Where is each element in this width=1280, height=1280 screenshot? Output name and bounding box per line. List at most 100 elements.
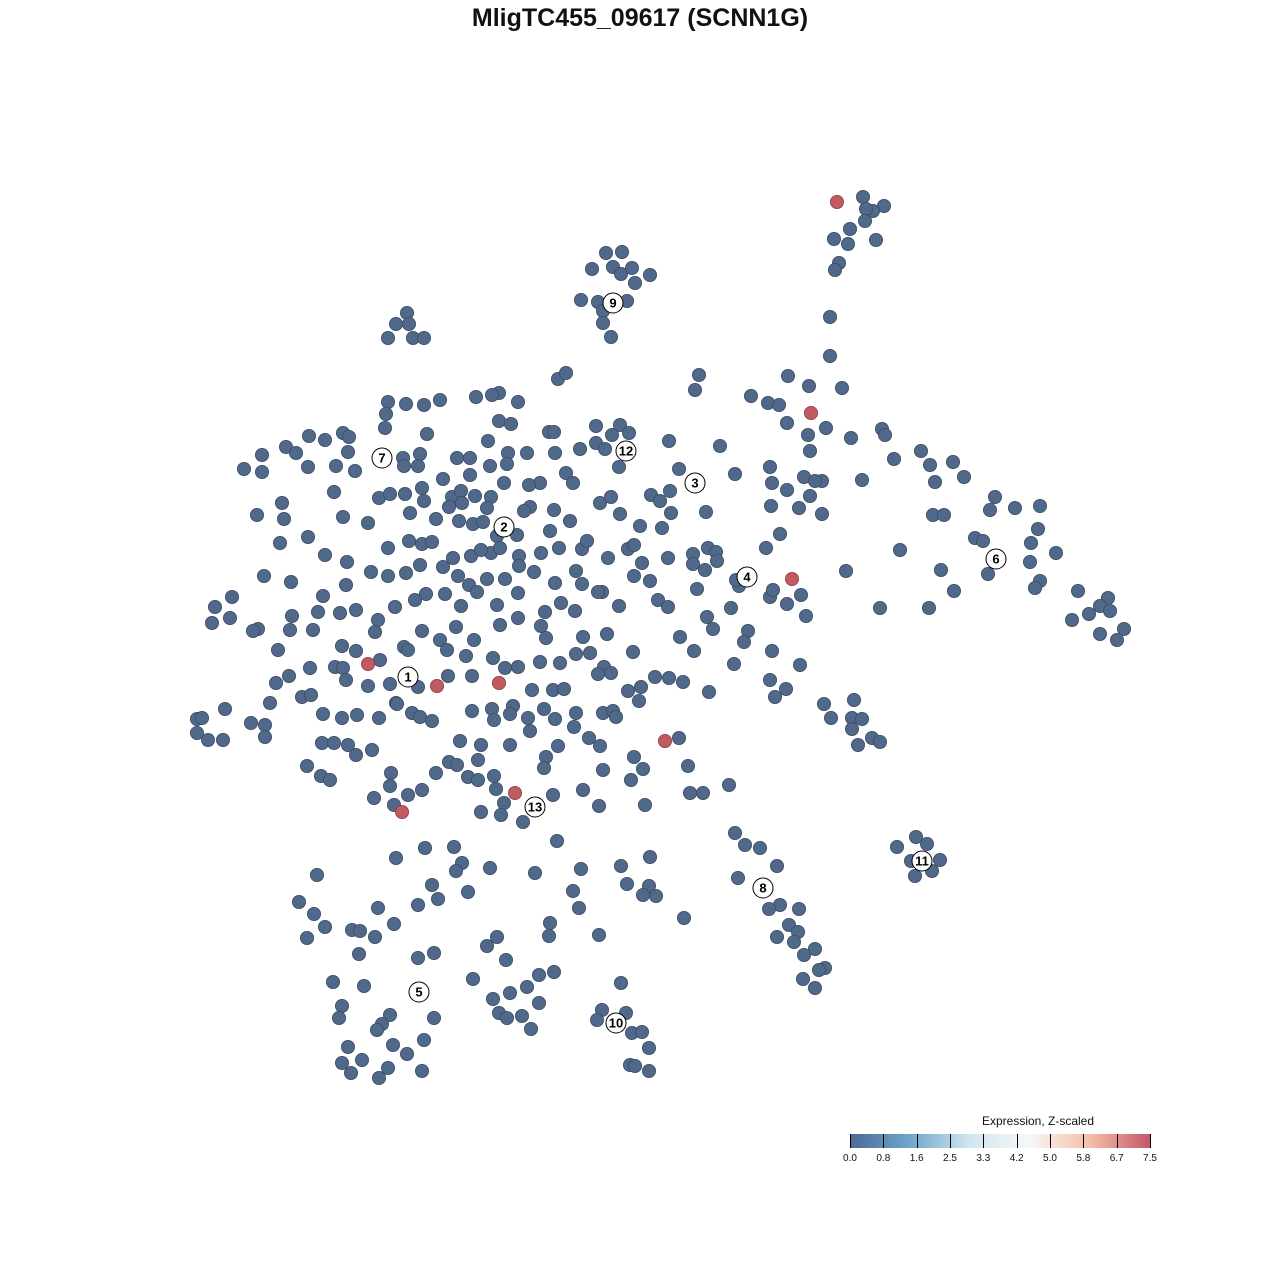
data-point-low [510,611,525,626]
data-point-low [347,463,362,478]
data-point-low [621,684,636,699]
data-point-low [335,661,350,676]
data-point-low [428,512,443,527]
data-point-low [302,661,317,676]
data-point-low [797,948,812,963]
data-point-low [604,666,619,681]
data-point-low [414,1064,429,1079]
data-point-low [488,782,503,797]
data-point-low [334,711,349,726]
data-point-low [338,673,353,688]
data-point-low [612,459,627,474]
data-point-low [473,738,488,753]
data-point-low [808,473,823,488]
cluster-label-badge [371,447,393,469]
cluster-label-badge [602,292,624,314]
data-point-low [482,458,497,473]
data-point-low [366,791,381,806]
data-point-low [262,696,277,711]
data-point-low [419,426,434,441]
data-point-low [485,992,500,1007]
data-point-low [728,466,743,481]
data-point-low [499,456,514,471]
data-point-low [328,458,343,473]
data-point-low [370,901,385,916]
data-point-low [722,778,737,793]
data-point-low [517,503,532,518]
data-point-low [1110,633,1125,648]
data-point-low [548,712,563,727]
data-point-low [628,1059,643,1074]
data-point-low [699,504,714,519]
data-point-low [591,667,606,682]
data-point-low [356,979,371,994]
data-point-low [377,420,392,435]
data-point-low [470,753,485,768]
data-point-low [548,445,563,460]
data-point-low [808,942,823,957]
data-point-low [380,394,395,409]
data-point-low [583,646,598,661]
data-point-low [662,433,677,448]
data-point-low [388,851,403,866]
data-point-low [306,907,321,922]
data-point-low [909,830,924,845]
cluster-label-badge [493,516,515,538]
data-point-low [300,530,315,545]
data-point-low [589,418,604,433]
data-point-low [728,826,743,841]
data-point-low [677,911,692,926]
data-point-low [576,630,591,645]
data-point-low [765,644,780,659]
data-point-low [614,976,629,991]
data-point-low [401,316,416,331]
data-point-low [515,1009,530,1024]
cluster-label-text: 11 [915,854,929,869]
data-point-low [844,430,859,445]
data-point-low [502,986,517,1001]
data-point-low [661,600,676,615]
cluster-label-badge [524,796,546,818]
data-point-low [827,231,842,246]
data-point-low [914,443,929,458]
data-point-low [503,416,518,431]
data-point-low [893,543,908,558]
data-point-low [724,601,739,616]
data-point-low [737,635,752,650]
data-point-low [464,704,479,719]
data-point-low [552,541,567,556]
data-point-low [1008,500,1023,515]
data-point-low [371,1071,386,1086]
data-point-low [568,604,583,619]
data-point-low [467,488,482,503]
data-point-low [396,458,411,473]
data-point-low [976,534,991,549]
data-point-low [845,722,860,737]
data-point-low [458,649,473,664]
data-point-low [473,805,488,820]
data-point-low [397,486,412,501]
data-point-low [600,627,615,642]
data-point-high [429,679,444,694]
data-point-low [410,898,425,913]
legend-tick-mark [1150,1134,1151,1148]
data-point-low [268,676,283,691]
data-point-low [765,475,780,490]
data-point-low [310,605,325,620]
data-point-low [498,953,513,968]
data-point-low [851,738,866,753]
data-point-low [303,688,318,703]
data-point-low [386,917,401,932]
data-point-low [636,762,651,777]
data-point-low [416,397,431,412]
legend-tick-mark [1116,1134,1118,1148]
data-point-low [416,1033,431,1048]
data-point-low [672,461,687,476]
data-point-low [322,773,337,788]
data-point-low [520,445,535,460]
legend-tick-label: 5.8 [1076,1153,1091,1164]
data-point-low [574,292,589,307]
data-point-low [465,972,480,987]
data-point-low [469,585,484,600]
data-point-low [343,1066,358,1081]
